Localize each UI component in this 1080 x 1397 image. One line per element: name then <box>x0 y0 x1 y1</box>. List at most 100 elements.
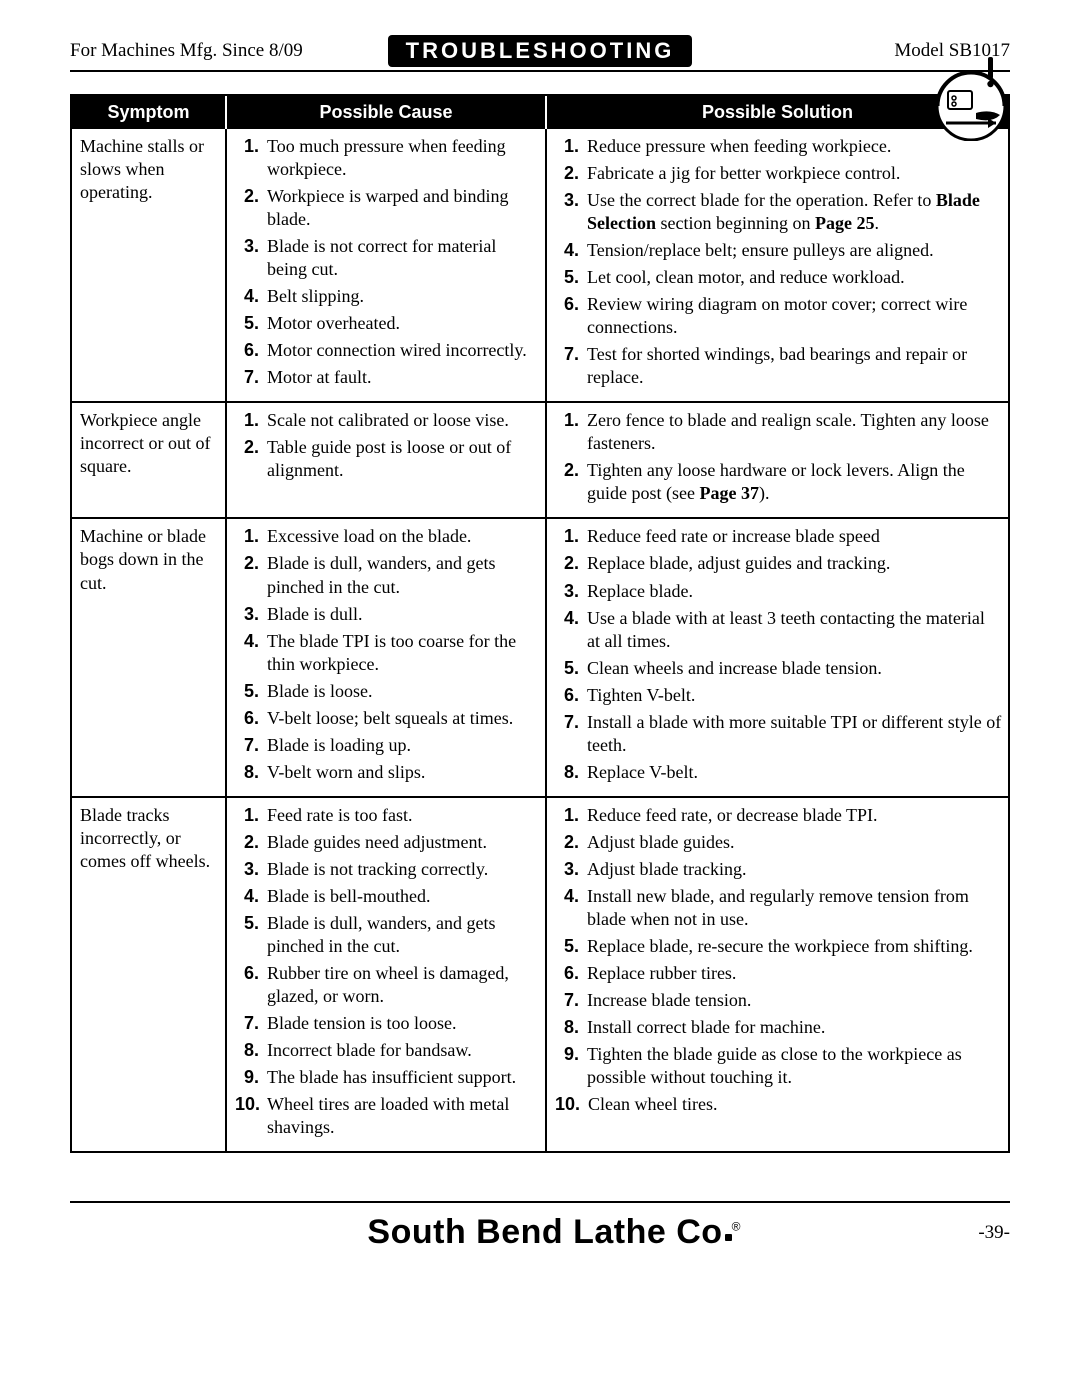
table-header-row: Symptom Possible Cause Possible Solution <box>72 96 1008 129</box>
item-number: 4. <box>555 239 579 262</box>
symptom-cell: Machine or blade bogs down in the cut. <box>72 519 227 795</box>
item-number: 6. <box>235 339 259 362</box>
item-number: 4. <box>235 630 259 676</box>
solution-cell: 1.Zero fence to blade and realign scale.… <box>547 403 1008 517</box>
list-item: 3. Blade is not tracking correctly. <box>235 858 539 881</box>
item-number: 3. <box>555 189 579 235</box>
list-item: 5.Let cool, clean motor, and reduce work… <box>555 266 1002 289</box>
brand-text: South Bend Lathe Co <box>367 1213 722 1251</box>
item-number: 7. <box>235 366 259 389</box>
item-text: The blade has insufficient support. <box>267 1066 516 1089</box>
list-item: 3.Adjust blade tracking. <box>555 858 1002 881</box>
list-item: 6.Rubber tire on wheel is damaged, glaze… <box>235 962 539 1008</box>
list-item: 6.Tighten V-belt. <box>555 684 1002 707</box>
list-item: 4.The blade TPI is too coarse for the th… <box>235 630 539 676</box>
list-item: 3.Blade is not correct for material bein… <box>235 235 539 281</box>
item-text: Blade is bell-mouthed. <box>267 885 430 908</box>
item-number: 1. <box>235 409 259 432</box>
item-number: 2. <box>555 459 579 505</box>
list-item: 4.Install new blade, and regularly remov… <box>555 885 1002 931</box>
item-text: Tighten V-belt. <box>587 684 695 707</box>
item-number: 8. <box>235 1039 259 1062</box>
list-item: 1.Reduce feed rate, or decrease blade TP… <box>555 804 1002 827</box>
item-text: Review wiring diagram on motor cover; co… <box>587 293 1002 339</box>
list-item: 7.Motor at fault. <box>235 366 539 389</box>
list-item: 10.Wheel tires are loaded with metal sha… <box>235 1093 539 1139</box>
item-text: Let cool, clean motor, and reduce worklo… <box>587 266 905 289</box>
list-item: 1.Excessive load on the blade. <box>235 525 539 548</box>
item-text: Rubber tire on wheel is damaged, glazed,… <box>267 962 539 1008</box>
item-number: 2. <box>235 185 259 231</box>
item-text: Blade is dull, wanders, and gets pinched… <box>267 912 539 958</box>
symptom-cell: Machine stalls or slows when operating. <box>72 129 227 401</box>
item-text: Install correct blade for machine. <box>587 1016 825 1039</box>
list-item: 7.Install a blade with more suitable TPI… <box>555 711 1002 757</box>
item-number: 2. <box>555 831 579 854</box>
list-item: 6.Motor connection wired incorrectly. <box>235 339 539 362</box>
item-text: Excessive load on the blade. <box>267 525 471 548</box>
page-footer: South Bend Lathe Co® -39- <box>70 1201 1010 1252</box>
item-number: 4. <box>235 885 259 908</box>
table-row: Blade tracks incorrectly, or comes off w… <box>72 796 1008 1151</box>
item-number: 8. <box>235 761 259 784</box>
list-item: 2.Blade is dull, wanders, and gets pinch… <box>235 552 539 598</box>
list-item: 8.Replace V-belt. <box>555 761 1002 784</box>
item-text: Replace V-belt. <box>587 761 698 784</box>
list-item: 9.The blade has insufficient support. <box>235 1066 539 1089</box>
list-item: 5.Clean wheels and increase blade tensio… <box>555 657 1002 680</box>
list-item: 2.Fabricate a jig for better workpiece c… <box>555 162 1002 185</box>
item-number: 5. <box>235 312 259 335</box>
item-number: 5. <box>555 935 579 958</box>
table-row: Machine stalls or slows when operating.1… <box>72 129 1008 401</box>
list-item: 7.Blade is loading up. <box>235 734 539 757</box>
list-item: 7.Test for shorted windings, bad bearing… <box>555 343 1002 389</box>
list-item: 7.Blade tension is too loose. <box>235 1012 539 1035</box>
list-item: 6.Replace rubber tires. <box>555 962 1002 985</box>
item-number: 1. <box>555 804 579 827</box>
list-item: 8. Incorrect blade for bandsaw. <box>235 1039 539 1062</box>
list-item: 8. V-belt worn and slips. <box>235 761 539 784</box>
item-number: 8. <box>555 1016 579 1039</box>
item-text: Workpiece is warped and binding blade. <box>267 185 539 231</box>
item-text: Clean wheels and increase blade tension. <box>587 657 882 680</box>
list-item: 5.Blade is loose. <box>235 680 539 703</box>
item-number: 10. <box>235 1093 259 1139</box>
item-number: 1. <box>555 409 579 455</box>
item-number: 6. <box>235 962 259 1008</box>
cause-cell: 1.Too much pressure when feeding workpie… <box>227 129 547 401</box>
list-item: 10.Clean wheel tires. <box>555 1093 1002 1116</box>
cause-cell: 1.Scale not calibrated or loose vise.2.T… <box>227 403 547 517</box>
item-number: 3. <box>235 858 259 881</box>
item-number: 7. <box>555 989 579 1012</box>
table-body: Machine stalls or slows when operating.1… <box>72 129 1008 1151</box>
item-text: Adjust blade tracking. <box>587 858 746 881</box>
item-text: Replace rubber tires. <box>587 962 736 985</box>
item-number: 3. <box>235 235 259 281</box>
item-text: Reduce pressure when feeding workpiece. <box>587 135 891 158</box>
list-item: 1.Reduce feed rate or increase blade spe… <box>555 525 1002 548</box>
cause-cell: 1.Excessive load on the blade. 2.Blade is… <box>227 519 547 795</box>
item-text: V-belt worn and slips. <box>267 761 425 784</box>
brand-dot-icon <box>725 1234 732 1241</box>
item-number: 4. <box>555 885 579 931</box>
item-text: Increase blade tension. <box>587 989 751 1012</box>
list-item: 5.Blade is dull, wanders, and gets pinch… <box>235 912 539 958</box>
list-item: 6.Review wiring diagram on motor cover; … <box>555 293 1002 339</box>
symptom-cell: Blade tracks incorrectly, or comes off w… <box>72 798 227 1151</box>
page-header: For Machines Mfg. Since 8/09 TROUBLESHOO… <box>70 35 1010 72</box>
item-text: Incorrect blade for bandsaw. <box>267 1039 472 1062</box>
list-item: 3.Blade is dull. <box>235 603 539 626</box>
item-text: V-belt loose; belt squeals at times. <box>267 707 513 730</box>
header-title: TROUBLESHOOTING <box>388 35 693 67</box>
table-row: Workpiece angle incorrect or out of squa… <box>72 401 1008 517</box>
list-item: 9.Tighten the blade guide as close to th… <box>555 1043 1002 1089</box>
item-text: The blade TPI is too coarse for the thin… <box>267 630 539 676</box>
item-number: 4. <box>555 607 579 653</box>
read-manual-icon <box>926 51 1016 141</box>
item-number: 3. <box>555 580 579 603</box>
item-text: Test for shorted windings, bad bearings … <box>587 343 1002 389</box>
list-item: 6.V-belt loose; belt squeals at times. <box>235 707 539 730</box>
item-text: Blade is not tracking correctly. <box>267 858 488 881</box>
list-item: 4.Use a blade with at least 3 teeth cont… <box>555 607 1002 653</box>
item-number: 5. <box>235 680 259 703</box>
